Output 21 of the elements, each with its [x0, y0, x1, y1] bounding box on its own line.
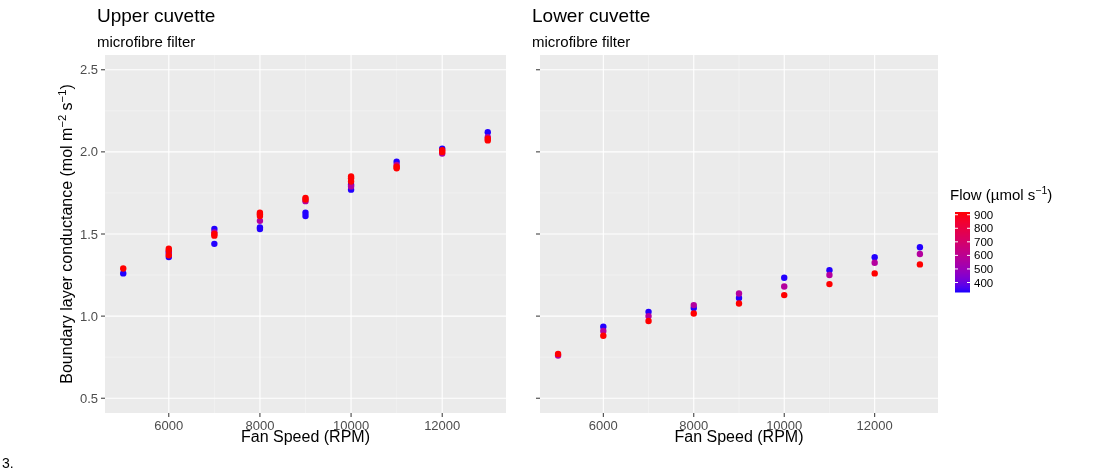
text: 3. [2, 455, 14, 471]
color-bar-label: 600 [974, 249, 994, 262]
x-tick-label: 6000 [588, 418, 618, 433]
color-bar-label: 900 [974, 208, 994, 221]
x-tick-label: 6000 [154, 418, 184, 433]
color-bar-label: 700 [974, 235, 994, 248]
color-bar-title: Flow (µmol s$^{−1}$) [950, 184, 1053, 203]
chart-title: Upper cuvette [97, 5, 216, 26]
y-tick-label: 2.5 [79, 62, 98, 78]
chart-subtitle: microfibre filter [97, 33, 196, 50]
color-bar-label: 500 [974, 262, 994, 275]
color-bar-label: 800 [974, 222, 994, 235]
chart-title: Lower cuvette [532, 5, 651, 26]
y-tick-label: 1.5 [79, 226, 98, 242]
x-tick-label: 12000 [856, 418, 893, 433]
y-tick-label: 1.0 [79, 308, 98, 324]
y-tick-label: 0.5 [79, 390, 98, 406]
chart-subtitle: microfibre filter [532, 33, 631, 50]
y-tick-label: 2.0 [79, 144, 98, 160]
color-bar-label: 400 [974, 276, 994, 289]
x-tick-label: 12000 [424, 418, 461, 433]
